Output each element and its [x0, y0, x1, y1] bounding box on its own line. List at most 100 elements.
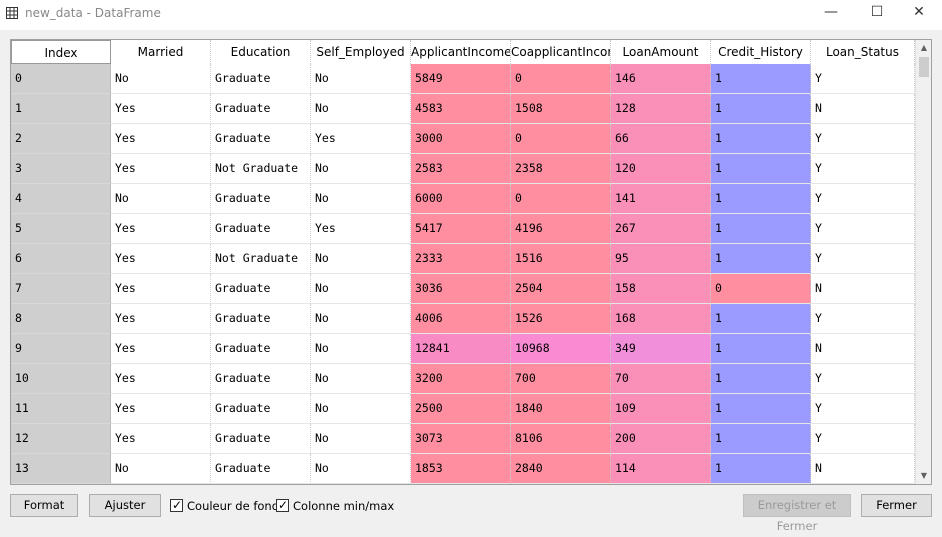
row-index-cell[interactable]: 11 [11, 394, 111, 424]
cell-married[interactable]: No [111, 454, 211, 484]
row-index-cell[interactable]: 12 [11, 424, 111, 454]
cell-credit-history[interactable]: 1 [711, 154, 811, 184]
row-index-cell[interactable]: 13 [11, 454, 111, 484]
table-row[interactable]: 1 Yes Graduate No 4583 1508 128 1 N [11, 94, 915, 124]
row-index-cell[interactable]: 2 [11, 124, 111, 154]
cell-loan-status[interactable]: N [811, 334, 915, 364]
column-header-married[interactable]: Married [111, 40, 211, 64]
cell-education[interactable]: Graduate [211, 64, 311, 94]
column-header-credit-history[interactable]: Credit_History [711, 40, 811, 64]
cell-applicant-income[interactable]: 3200 [411, 364, 511, 394]
cell-applicant-income[interactable]: 12841 [411, 334, 511, 364]
table-row[interactable]: 2 Yes Graduate Yes 3000 0 66 1 Y [11, 124, 915, 154]
maximize-icon[interactable]: ☐ [870, 4, 884, 20]
cell-married[interactable]: No [111, 64, 211, 94]
cell-education[interactable]: Graduate [211, 424, 311, 454]
vertical-scrollbar[interactable]: ▲ ▼ [915, 40, 931, 484]
cell-credit-history[interactable]: 0 [711, 274, 811, 304]
cell-loan-amount[interactable]: 168 [611, 304, 711, 334]
cell-credit-history[interactable]: 1 [711, 244, 811, 274]
cell-coapplicant-income[interactable]: 10968 [511, 334, 611, 364]
cell-self-employed[interactable]: No [311, 454, 411, 484]
column-header-education[interactable]: Education [211, 40, 311, 64]
table-row[interactable]: 7 Yes Graduate No 3036 2504 158 0 N [11, 274, 915, 304]
bg-color-checkbox-box[interactable]: ✓ [170, 498, 183, 512]
cell-self-employed[interactable]: No [311, 364, 411, 394]
scroll-up-icon[interactable]: ▲ [920, 43, 928, 52]
cell-education[interactable]: Graduate [211, 394, 311, 424]
row-index-cell[interactable]: 0 [11, 64, 111, 94]
cell-loan-amount[interactable]: 267 [611, 214, 711, 244]
cell-coapplicant-income[interactable]: 0 [511, 184, 611, 214]
cell-coapplicant-income[interactable]: 700 [511, 364, 611, 394]
table-row[interactable]: 4 No Graduate No 6000 0 141 1 Y [11, 184, 915, 214]
table-row[interactable]: 5 Yes Graduate Yes 5417 4196 267 1 Y [11, 214, 915, 244]
cell-married[interactable]: Yes [111, 124, 211, 154]
cell-loan-status[interactable]: Y [811, 364, 915, 394]
cell-loan-status[interactable]: N [811, 454, 915, 484]
close-button[interactable]: Fermer [861, 494, 932, 517]
cell-loan-status[interactable]: N [811, 94, 915, 124]
cell-applicant-income[interactable]: 1853 [411, 454, 511, 484]
cell-loan-amount[interactable]: 200 [611, 424, 711, 454]
cell-loan-amount[interactable]: 141 [611, 184, 711, 214]
cell-education[interactable]: Graduate [211, 274, 311, 304]
cell-loan-status[interactable]: Y [811, 184, 915, 214]
table-row[interactable]: 0 No Graduate No 5849 0 146 1 Y [11, 64, 915, 94]
cell-credit-history[interactable]: 1 [711, 454, 811, 484]
cell-loan-amount[interactable]: 120 [611, 154, 711, 184]
cell-coapplicant-income[interactable]: 1840 [511, 394, 611, 424]
cell-education[interactable]: Graduate [211, 124, 311, 154]
cell-applicant-income[interactable]: 3073 [411, 424, 511, 454]
scrollbar-thumb[interactable] [919, 57, 929, 77]
cell-credit-history[interactable]: 1 [711, 214, 811, 244]
cell-coapplicant-income[interactable]: 1526 [511, 304, 611, 334]
cell-education[interactable]: Graduate [211, 454, 311, 484]
cell-loan-status[interactable]: Y [811, 304, 915, 334]
cell-coapplicant-income[interactable]: 2504 [511, 274, 611, 304]
cell-loan-status[interactable]: Y [811, 64, 915, 94]
table-row[interactable]: 13 No Graduate No 1853 2840 114 1 N [11, 454, 915, 484]
cell-applicant-income[interactable]: 5849 [411, 64, 511, 94]
cell-self-employed[interactable]: No [311, 64, 411, 94]
cell-loan-status[interactable]: Y [811, 214, 915, 244]
cell-credit-history[interactable]: 1 [711, 304, 811, 334]
cell-education[interactable]: Not Graduate [211, 154, 311, 184]
cell-education[interactable]: Graduate [211, 184, 311, 214]
row-index-cell[interactable]: 4 [11, 184, 111, 214]
cell-coapplicant-income[interactable]: 1516 [511, 244, 611, 274]
cell-education[interactable]: Graduate [211, 214, 311, 244]
cell-loan-status[interactable]: N [811, 274, 915, 304]
row-index-cell[interactable]: 3 [11, 154, 111, 184]
cell-married[interactable]: Yes [111, 94, 211, 124]
cell-married[interactable]: No [111, 184, 211, 214]
row-index-cell[interactable]: 1 [11, 94, 111, 124]
column-header-coapplicant-income[interactable]: CoapplicantIncome [511, 40, 611, 64]
column-header-loan-amount[interactable]: LoanAmount [611, 40, 711, 64]
column-header-applicant-income[interactable]: ApplicantIncome [411, 40, 511, 64]
cell-loan-status[interactable]: Y [811, 124, 915, 154]
cell-coapplicant-income[interactable]: 1508 [511, 94, 611, 124]
cell-loan-amount[interactable]: 128 [611, 94, 711, 124]
cell-applicant-income[interactable]: 4006 [411, 304, 511, 334]
cell-loan-status[interactable]: Y [811, 394, 915, 424]
row-index-cell[interactable]: 9 [11, 334, 111, 364]
cell-self-employed[interactable]: No [311, 424, 411, 454]
cell-loan-amount[interactable]: 146 [611, 64, 711, 94]
cell-credit-history[interactable]: 1 [711, 124, 811, 154]
cell-applicant-income[interactable]: 3000 [411, 124, 511, 154]
cell-credit-history[interactable]: 1 [711, 334, 811, 364]
cell-credit-history[interactable]: 1 [711, 64, 811, 94]
column-header-loan-status[interactable]: Loan_Status [811, 40, 915, 64]
cell-self-employed[interactable]: No [311, 274, 411, 304]
cell-applicant-income[interactable]: 5417 [411, 214, 511, 244]
cell-married[interactable]: Yes [111, 154, 211, 184]
cell-education[interactable]: Graduate [211, 364, 311, 394]
resize-button[interactable]: Ajuster [89, 494, 161, 517]
cell-applicant-income[interactable]: 2333 [411, 244, 511, 274]
column-header-index[interactable]: Index [11, 40, 111, 64]
cell-credit-history[interactable]: 1 [711, 394, 811, 424]
cell-married[interactable]: Yes [111, 424, 211, 454]
cell-loan-amount[interactable]: 70 [611, 364, 711, 394]
cell-self-employed[interactable]: No [311, 244, 411, 274]
